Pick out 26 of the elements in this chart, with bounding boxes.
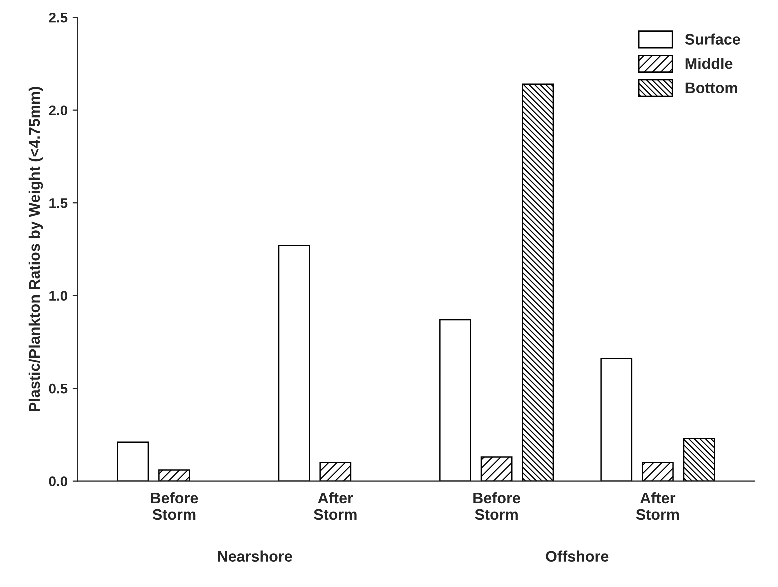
bar [320,462,352,482]
y-axis-title: Plastic/Plankton Ratios by Weight (<4.75mm) [28,87,44,412]
legend-label: Bottom [686,82,738,94]
bar [480,456,513,482]
y-tick-label: 0.0 [49,476,68,487]
y-tick-label: 0.5 [49,384,68,394]
bar [522,84,554,482]
bar [600,358,633,482]
bar [683,438,716,482]
bar [158,470,190,482]
x-tick-label: After Storm [636,492,680,520]
y-tick-label: 1.0 [50,291,68,302]
bar [278,245,310,482]
legend-label: Middle [686,58,733,70]
legend-label: Surface [685,34,740,45]
y-tick-label: 2.0 [49,106,68,116]
x-tick-label: Before Storm [474,492,520,520]
bar [642,462,674,482]
x-tick-label: After Storm [314,492,357,520]
y-tick-label: 2.5 [49,12,68,23]
y-tick-label: 1.5 [50,198,68,208]
text: Nearshore [218,550,292,562]
bar [117,442,150,482]
bar [440,319,472,482]
x-tick-label: Before Storm [151,492,198,520]
text: Offshore [546,550,609,562]
